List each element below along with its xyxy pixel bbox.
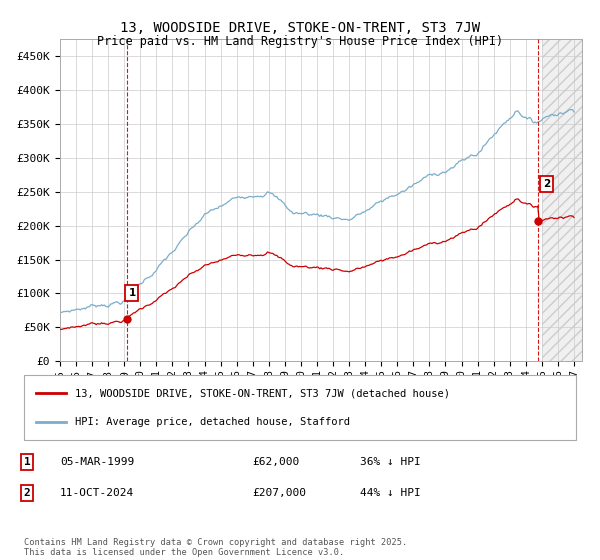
Text: 36% ↓ HPI: 36% ↓ HPI: [360, 457, 421, 467]
Bar: [542, 39, 582, 361]
Text: 11-OCT-2024: 11-OCT-2024: [60, 488, 134, 498]
Text: £62,000: £62,000: [252, 457, 299, 467]
Text: 13, WOODSIDE DRIVE, STOKE-ON-TRENT, ST3 7JW (detached house): 13, WOODSIDE DRIVE, STOKE-ON-TRENT, ST3 …: [75, 388, 450, 398]
Text: Price paid vs. HM Land Registry's House Price Index (HPI): Price paid vs. HM Land Registry's House …: [97, 35, 503, 48]
Text: 05-MAR-1999: 05-MAR-1999: [60, 457, 134, 467]
Text: 13, WOODSIDE DRIVE, STOKE-ON-TRENT, ST3 7JW: 13, WOODSIDE DRIVE, STOKE-ON-TRENT, ST3 …: [120, 21, 480, 35]
Text: 1: 1: [128, 288, 136, 298]
Text: 44% ↓ HPI: 44% ↓ HPI: [360, 488, 421, 498]
Text: HPI: Average price, detached house, Stafford: HPI: Average price, detached house, Staf…: [75, 417, 350, 427]
Text: 2: 2: [23, 488, 31, 498]
Text: 1: 1: [23, 457, 31, 467]
Text: Contains HM Land Registry data © Crown copyright and database right 2025.
This d: Contains HM Land Registry data © Crown c…: [24, 538, 407, 557]
Text: 2: 2: [543, 179, 550, 189]
Text: £207,000: £207,000: [252, 488, 306, 498]
